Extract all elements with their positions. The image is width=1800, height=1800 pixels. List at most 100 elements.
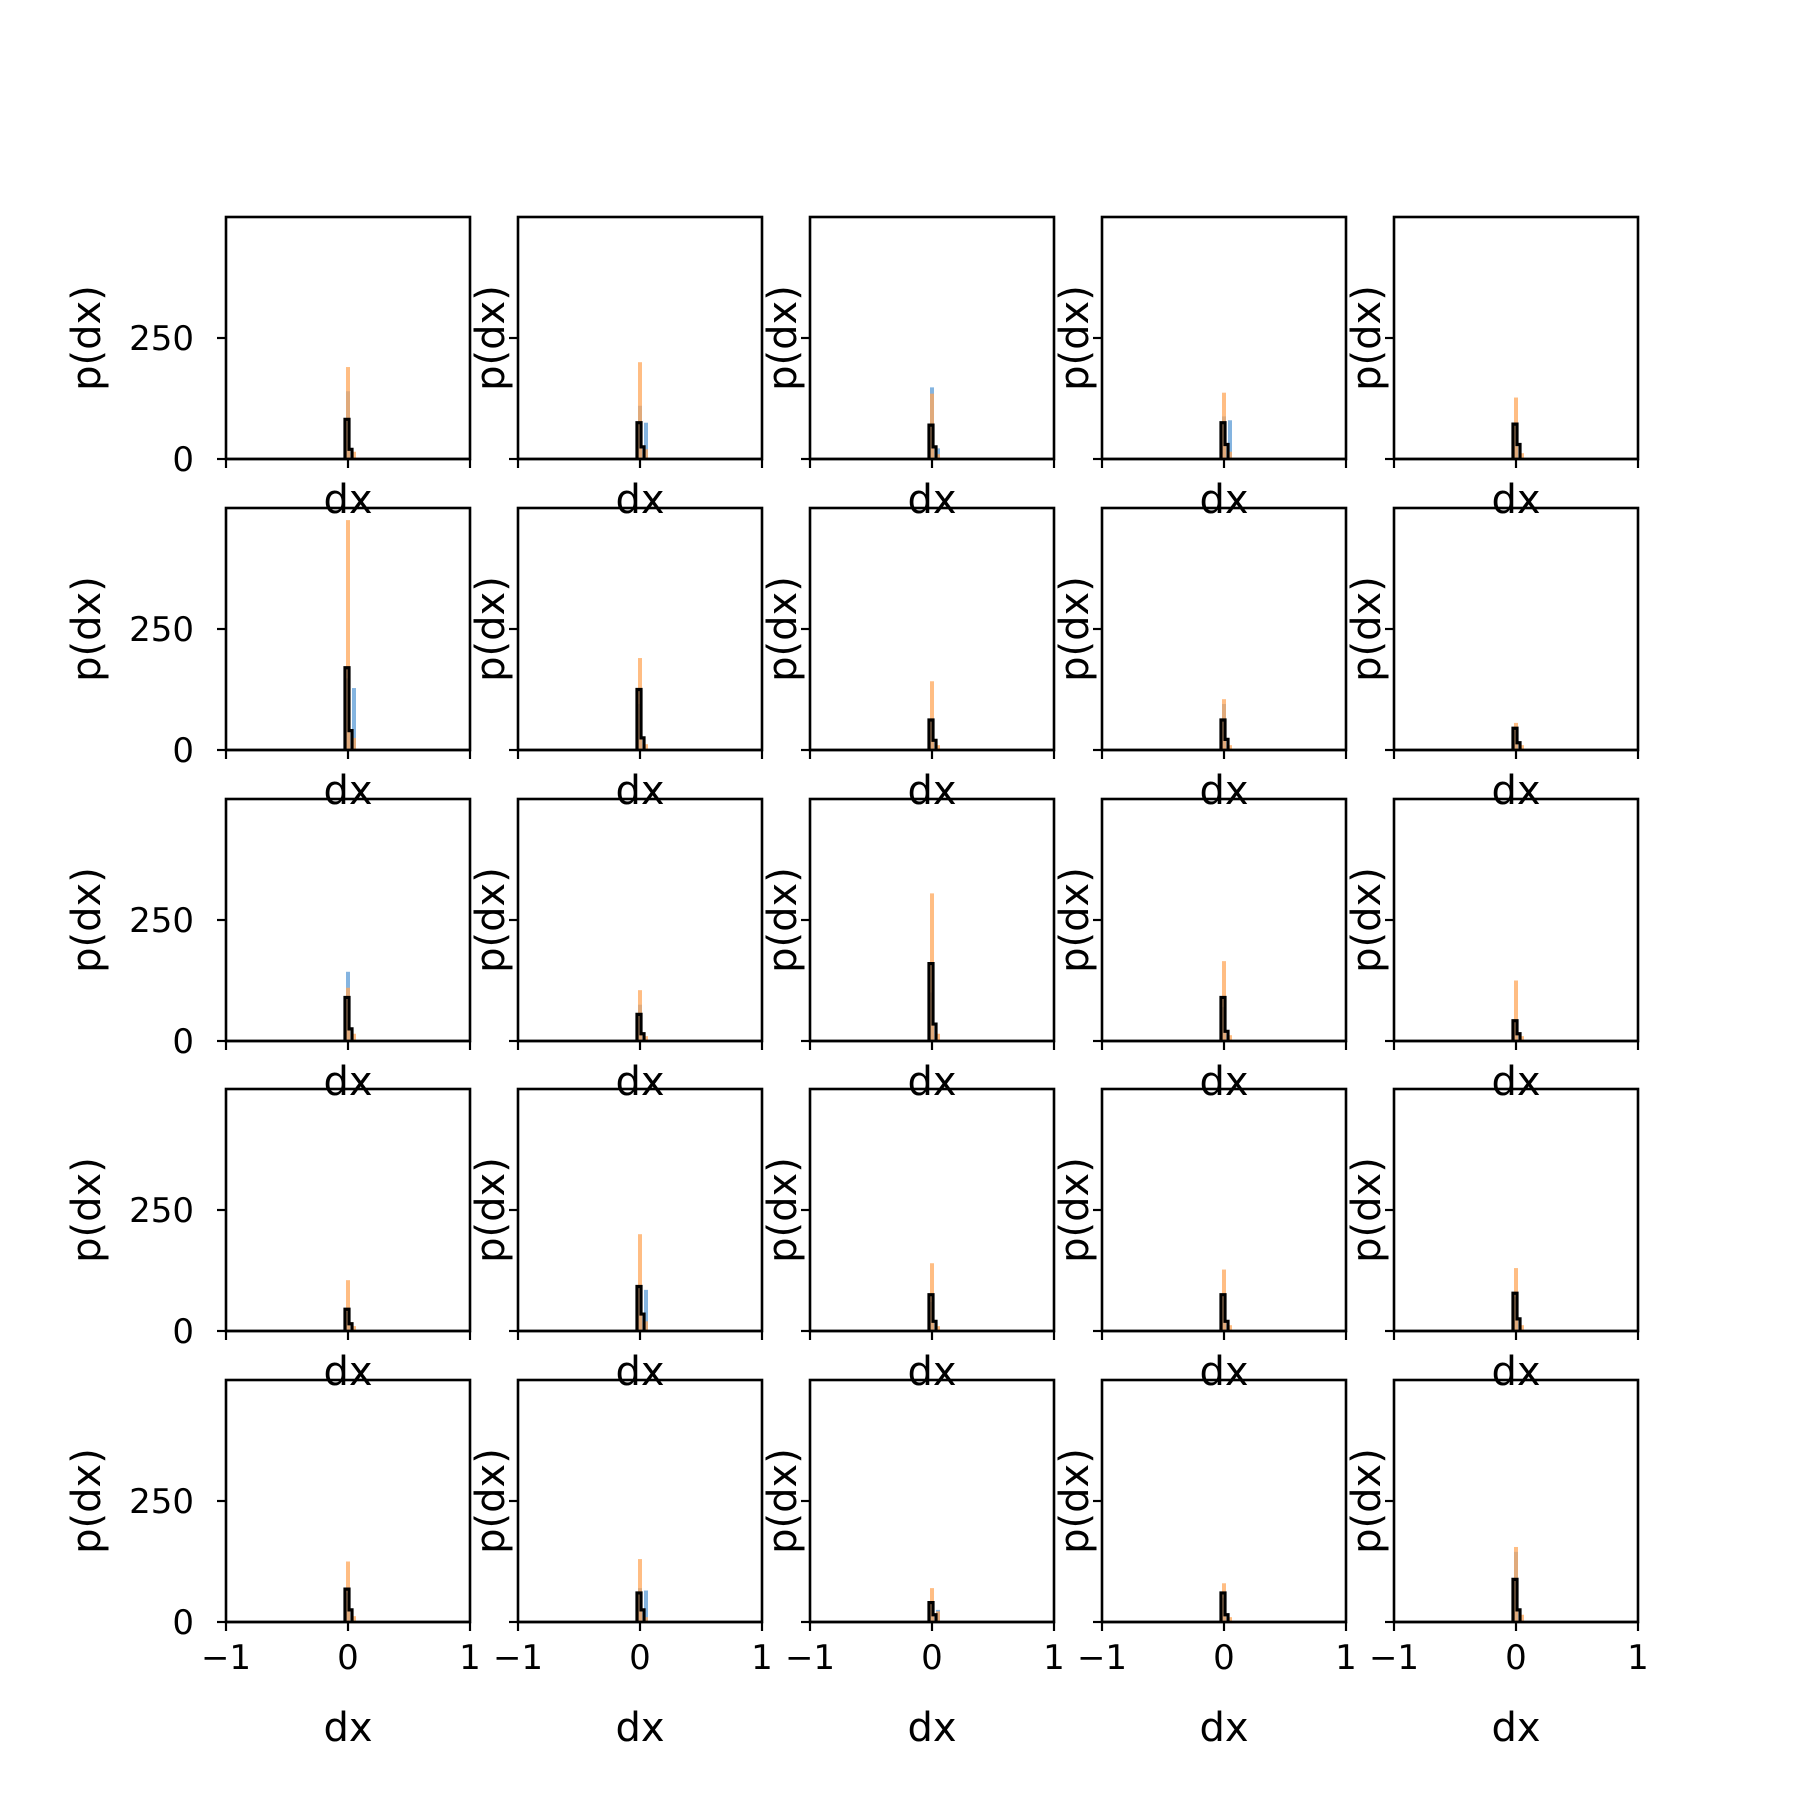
outline-step [927, 718, 938, 750]
axes-frame [808, 1378, 1056, 1624]
x-tick-label: 0 [1213, 1638, 1235, 1678]
y-tick-label: 250 [129, 1191, 194, 1231]
series-b-bar-1 [1228, 1617, 1232, 1622]
series-b-bar-1 [1520, 1325, 1524, 1331]
series-b-bar-1 [936, 1326, 940, 1331]
outline-step [343, 1307, 354, 1331]
x-axis-label: dx [907, 1059, 956, 1105]
outline-step [635, 1591, 646, 1622]
y-tick-label: 250 [129, 1482, 194, 1522]
x-tick-label: 1 [751, 1638, 773, 1678]
outline-step [635, 687, 646, 750]
series-b-bar-1 [644, 449, 648, 459]
outline-step [343, 666, 354, 750]
y-axis-label: p(dx) [468, 1157, 514, 1263]
y-tick-label: 0 [172, 1603, 194, 1643]
outline-step [343, 1587, 354, 1622]
y-axis-label: p(dx) [760, 1448, 806, 1554]
x-tick-label: −1 [1077, 1638, 1127, 1678]
subplot-r3-c0: 0 250 dx p(dx) [64, 1087, 472, 1395]
series-b-bar-1 [352, 1616, 356, 1622]
series-b-bar-1 [352, 1326, 356, 1331]
x-tick-label: −1 [785, 1638, 835, 1678]
series-b-bar-1 [936, 454, 940, 459]
series-b-bar-1 [1228, 1035, 1232, 1041]
series-b-bar-1 [1520, 1036, 1524, 1041]
subplot-r4-c2: −1 0 1 dx p(dx) [760, 1378, 1065, 1751]
outline-step [1511, 422, 1522, 459]
y-axis-label: p(dx) [64, 867, 110, 973]
x-axis-label: dx [1491, 1349, 1540, 1395]
y-tick-label: 0 [172, 1022, 194, 1062]
x-axis-label: dx [907, 477, 956, 523]
subplot-r1-c3: dx p(dx) [1052, 506, 1348, 814]
y-tick-label: 250 [129, 319, 194, 359]
y-axis-label: p(dx) [1052, 285, 1098, 391]
series-b-bar-1 [644, 1321, 648, 1331]
series-b-bar-1 [1228, 745, 1232, 750]
outline-step [1219, 421, 1230, 459]
x-axis-label: dx [907, 1705, 956, 1751]
x-axis-label: dx [615, 768, 664, 814]
y-axis-label: p(dx) [760, 1157, 806, 1263]
y-axis-label: p(dx) [468, 1448, 514, 1554]
outline-step [927, 1293, 938, 1331]
y-axis-label: p(dx) [1344, 1157, 1390, 1263]
x-tick-label: −1 [493, 1638, 543, 1678]
subplot-r0-c3: dx p(dx) [1052, 215, 1348, 523]
x-tick-label: 0 [1505, 1638, 1527, 1678]
series-b-bar-1 [1520, 453, 1524, 459]
subplot-r4-c3: −1 0 1 dx p(dx) [1052, 1378, 1357, 1751]
series-b-bar-0 [638, 1559, 642, 1622]
x-axis-label: dx [323, 1059, 372, 1105]
series-b-bar-1 [352, 737, 356, 750]
x-axis-label: dx [323, 1349, 372, 1395]
outline-step [1511, 1577, 1522, 1622]
series-b-bar-1 [936, 1033, 940, 1041]
series-b-bar-0 [346, 520, 350, 750]
x-axis-label: dx [615, 1349, 664, 1395]
series-b-bar-1 [936, 1611, 940, 1622]
series-b-bar-0 [346, 1280, 350, 1331]
x-axis-label: dx [1491, 768, 1540, 814]
subplot-r2-c1: dx p(dx) [468, 797, 764, 1105]
subplot-r3-c3: dx p(dx) [1052, 1087, 1348, 1395]
subplot-r3-c2: dx p(dx) [760, 1087, 1056, 1395]
series-b-bar-1 [936, 745, 940, 750]
y-axis-label: p(dx) [760, 576, 806, 682]
y-axis-label: p(dx) [64, 1157, 110, 1263]
x-axis-label: dx [1491, 1059, 1540, 1105]
y-axis-label: p(dx) [64, 285, 110, 391]
y-axis-label: p(dx) [468, 867, 514, 973]
subplot-r4-c1: −1 0 1 dx p(dx) [468, 1378, 773, 1751]
x-axis-label: dx [615, 1059, 664, 1105]
y-axis-label: p(dx) [1052, 1157, 1098, 1263]
x-tick-label: −1 [1369, 1638, 1419, 1678]
y-axis-label: p(dx) [1052, 576, 1098, 682]
x-axis-label: dx [323, 1705, 372, 1751]
subplot-r0-c2: dx p(dx) [760, 215, 1056, 523]
x-axis-label: dx [1491, 477, 1540, 523]
x-axis-label: dx [1199, 1705, 1248, 1751]
subplot-r1-c4: dx p(dx) [1344, 506, 1640, 814]
series-a-bar-1 [1228, 420, 1232, 459]
subplot-r4-c4: −1 0 1 dx p(dx) [1344, 1378, 1649, 1751]
y-axis-label: p(dx) [1344, 867, 1390, 973]
x-tick-label: 1 [1627, 1638, 1649, 1678]
outline-step [1219, 995, 1230, 1041]
subplot-r0-c0: 0 250 dx p(dx) [64, 215, 472, 523]
x-axis-label: dx [907, 768, 956, 814]
x-tick-label: 1 [459, 1638, 481, 1678]
series-b-bar-0 [638, 1234, 642, 1331]
series-b-bar-0 [346, 367, 350, 459]
subplot-r2-c4: dx p(dx) [1344, 797, 1640, 1105]
subplot-r0-c4: dx p(dx) [1344, 215, 1640, 523]
x-tick-label: −1 [201, 1638, 251, 1678]
y-axis-label: p(dx) [1344, 576, 1390, 682]
outline-step [1511, 1291, 1522, 1331]
y-axis-label: p(dx) [1344, 285, 1390, 391]
y-axis-label: p(dx) [64, 1448, 110, 1554]
series-a-bar-1 [352, 688, 356, 750]
outline-step [1219, 1293, 1230, 1331]
